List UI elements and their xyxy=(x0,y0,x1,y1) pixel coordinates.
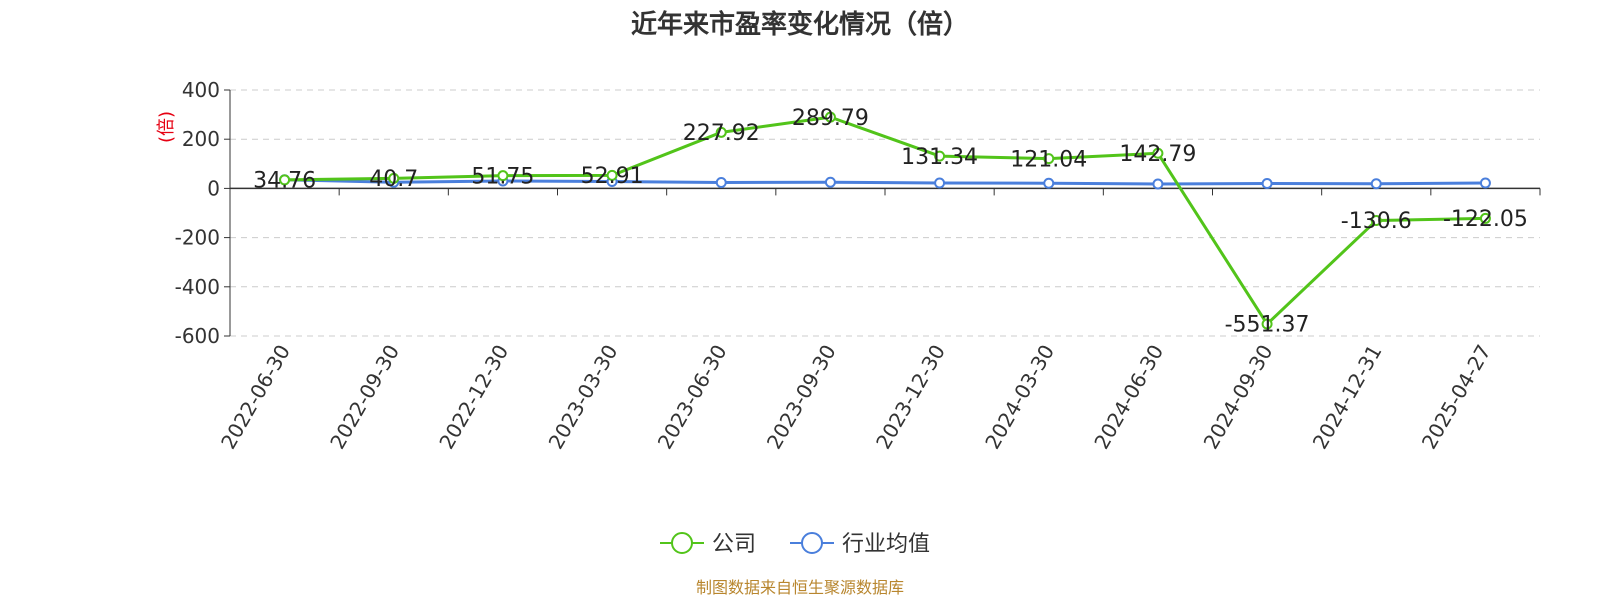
series-layer xyxy=(279,111,1491,330)
chart-title: 近年来市盈率变化情况（倍） xyxy=(631,9,969,40)
data-label: -122.05 xyxy=(1443,207,1528,232)
y-tick-label: 0 xyxy=(207,176,220,200)
data-label: -551.37 xyxy=(1225,313,1310,338)
company-point xyxy=(1152,147,1164,159)
x-tick-label: 2022-06-30 xyxy=(216,341,295,454)
y-tick-label: -600 xyxy=(175,324,220,348)
company-point xyxy=(1479,212,1491,224)
data-label: 34.76 xyxy=(253,169,316,194)
legend: 公司 行业均值 xyxy=(660,532,930,557)
y-tick-label: 200 xyxy=(182,127,220,151)
x-tick-label: 2024-09-30 xyxy=(1199,341,1278,454)
data-label: 131.34 xyxy=(901,145,978,170)
grid-layer xyxy=(230,89,1540,337)
company-point xyxy=(1370,215,1382,227)
y-axis-label: (倍) xyxy=(156,111,177,143)
series-line-company xyxy=(284,115,1486,326)
industry-point xyxy=(1479,177,1491,189)
data-label: 40.7 xyxy=(369,167,418,192)
industry-point xyxy=(934,177,946,189)
company-point xyxy=(388,172,400,184)
company-point xyxy=(824,111,836,123)
x-tick-label: 2023-12-30 xyxy=(871,341,950,454)
data-label: 227.92 xyxy=(683,121,760,146)
industry-point xyxy=(1370,178,1382,190)
x-tick-label: 2025-04-27 xyxy=(1417,341,1496,454)
company-point xyxy=(279,174,291,186)
data-label-layer: 34.76 40.7 51.75 52.91 227.92 289.79 131.34 121… xyxy=(253,106,1528,338)
x-tick-label: 2024-06-30 xyxy=(1089,341,1168,454)
series-line-industry xyxy=(284,178,1486,186)
source-note: 制图数据来自恒生聚源数据库 xyxy=(696,578,904,597)
legend-marker xyxy=(671,532,693,554)
data-label: 289.79 xyxy=(792,106,869,131)
x-tick-label: 2023-03-30 xyxy=(544,341,623,454)
y-tick-label: -200 xyxy=(175,226,220,250)
legend-item-company: 公司 xyxy=(660,532,756,557)
x-tick-label: 2022-12-30 xyxy=(434,341,513,454)
legend-label: 公司 xyxy=(712,532,756,557)
company-point xyxy=(1043,153,1055,165)
data-label: 52.91 xyxy=(581,164,644,189)
company-point xyxy=(606,169,618,181)
company-point xyxy=(934,150,946,162)
industry-point xyxy=(1043,177,1055,189)
industry-point xyxy=(715,176,727,188)
x-tick-label: 2023-06-30 xyxy=(653,341,732,454)
company-point xyxy=(1261,318,1273,330)
data-label: 121.04 xyxy=(1010,147,1087,172)
company-point xyxy=(715,126,727,138)
industry-point xyxy=(1152,178,1164,190)
x-tick-label: 2024-12-31 xyxy=(1308,341,1387,454)
x-tick-label: 2023-09-30 xyxy=(762,341,841,454)
industry-point xyxy=(1261,177,1273,189)
y-tick-label: -400 xyxy=(175,275,220,299)
legend-label: 行业均值 xyxy=(842,532,930,557)
x-tick-label: 2022-09-30 xyxy=(325,341,404,454)
company-point xyxy=(497,170,509,182)
data-label: 142.79 xyxy=(1119,142,1196,167)
industry-point xyxy=(824,176,836,188)
x-tick-label: 2024-03-30 xyxy=(980,341,1059,454)
y-tick-label: 400 xyxy=(182,78,220,102)
data-label: -130.6 xyxy=(1341,209,1412,234)
data-label: 51.75 xyxy=(471,164,534,189)
legend-item-industry: 行业均值 xyxy=(790,532,930,557)
legend-marker xyxy=(801,532,823,554)
